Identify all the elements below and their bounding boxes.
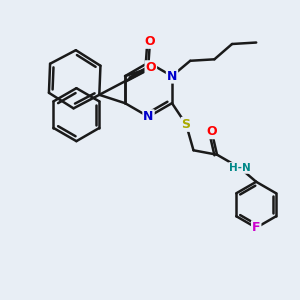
- Text: F: F: [252, 221, 260, 234]
- Text: N: N: [167, 70, 177, 83]
- Text: O: O: [146, 61, 156, 74]
- Text: S: S: [182, 118, 190, 131]
- Text: O: O: [145, 35, 155, 48]
- Text: O: O: [206, 125, 217, 138]
- Text: N: N: [143, 110, 154, 123]
- Text: H-N: H-N: [229, 163, 251, 173]
